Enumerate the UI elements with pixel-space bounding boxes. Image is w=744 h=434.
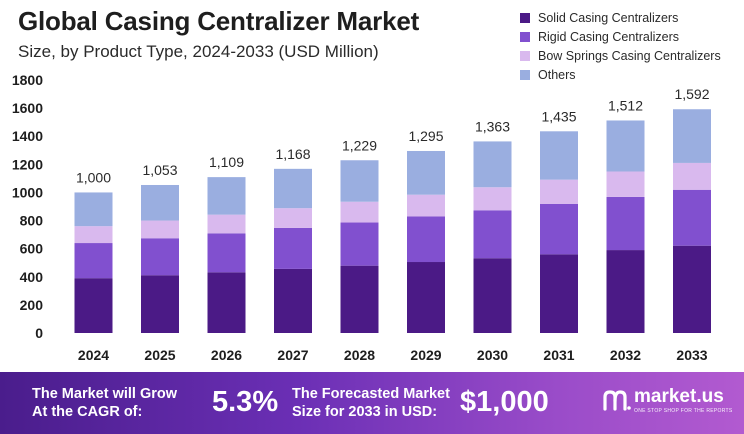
legend-label-solid: Solid Casing Centralizers — [538, 10, 679, 25]
bar-segment — [407, 194, 445, 217]
bar-segment — [340, 265, 379, 333]
cagr-value: 5.3% — [212, 386, 279, 418]
brand-name: market.us — [634, 386, 724, 407]
x-tick-label: 2028 — [344, 347, 375, 363]
cagr-label-line2: At the CAGR of: — [32, 404, 143, 420]
bar-segment — [407, 150, 445, 195]
bar-segment — [141, 275, 179, 333]
x-tick-label: 2033 — [676, 347, 707, 363]
bar-segment — [274, 168, 312, 209]
bar-segment — [207, 214, 246, 234]
bar-segment — [274, 208, 312, 228]
legend: Solid Casing Centralizers Rigid Casing C… — [520, 8, 721, 84]
bar-segment — [673, 245, 711, 333]
bar-segment — [207, 177, 246, 215]
legend-item-others: Others — [520, 65, 721, 84]
bar-segment — [540, 179, 578, 204]
y-tick-label: 1800 — [12, 72, 43, 88]
bar-segment — [473, 141, 512, 188]
bar-total-label: 1,363 — [475, 118, 510, 134]
chart-title: Global Casing Centralizer Market — [18, 6, 420, 36]
bar-segment — [141, 184, 179, 221]
bar-segment — [407, 216, 445, 263]
bar-segment — [473, 210, 512, 259]
forecast-label-line1: The Forecasted Market — [292, 386, 450, 402]
bar-segment — [673, 162, 711, 190]
x-tick-label: 2025 — [144, 347, 175, 363]
x-tick-label: 2032 — [610, 347, 641, 363]
bar-segment — [141, 238, 179, 276]
bar-segment — [74, 192, 113, 227]
cagr-label: The Market will Grow At the CAGR of: — [32, 385, 177, 421]
bar-segment — [340, 160, 379, 202]
bar-segment — [74, 226, 113, 244]
bar-segment — [274, 268, 312, 333]
bar-segment — [673, 109, 711, 163]
x-tick-label: 2031 — [543, 347, 574, 363]
y-tick-label: 1200 — [12, 156, 43, 172]
bar-segment — [274, 227, 312, 269]
legend-swatch-solid — [520, 12, 530, 23]
bar-segment — [673, 189, 711, 246]
y-tick-label: 1000 — [12, 184, 43, 200]
bar-segment — [606, 120, 645, 172]
bar-segment — [540, 131, 578, 180]
y-tick-label: 600 — [20, 241, 44, 257]
bar-total-label: 1,512 — [608, 97, 643, 113]
chart-subtitle: Size, by Product Type, 2024-2033 (USD Mi… — [18, 42, 379, 61]
y-tick-label: 1600 — [12, 100, 43, 116]
y-tick-label: 200 — [20, 297, 44, 313]
stacked-bar-chart: 0 200 400 600 800 1000 1200 1400 1600 1800 1,000 20… — [12, 72, 711, 363]
x-tick-label: 2024 — [78, 347, 109, 363]
bar-segment — [540, 203, 578, 255]
x-tick-label: 2027 — [277, 347, 308, 363]
bar-segment — [340, 222, 379, 266]
forecast-label-line2: Size for 2033 in USD: — [292, 404, 438, 420]
x-tick-label: 2030 — [477, 347, 508, 363]
market-us-logo-icon — [603, 390, 631, 411]
legend-swatch-rigid — [520, 31, 530, 42]
legend-label-bow: Bow Springs Casing Centralizers — [538, 48, 721, 63]
x-tick-label: 2026 — [211, 347, 242, 363]
forecast-value: $1,000 — [460, 386, 549, 418]
legend-label-others: Others — [538, 67, 576, 82]
bar-segment — [473, 258, 512, 333]
legend-item-rigid: Rigid Casing Centralizers — [520, 27, 721, 46]
bar-segment — [407, 262, 445, 333]
brand-tagline: ONE STOP SHOP FOR THE REPORTS — [634, 408, 733, 414]
legend-item-bow: Bow Springs Casing Centralizers — [520, 46, 721, 65]
bar-total-label: 1,229 — [342, 137, 377, 153]
legend-swatch-bow — [520, 50, 530, 61]
footer-banner: The Market will Grow At the CAGR of: 5.3… — [0, 372, 744, 434]
y-tick-label: 1400 — [12, 128, 43, 144]
bar-segment — [540, 254, 578, 333]
bar-segment — [74, 278, 113, 333]
bar-segment — [473, 187, 512, 211]
bar-total-label: 1,053 — [142, 162, 177, 178]
bar-total-label: 1,295 — [408, 128, 443, 144]
bar-segment — [141, 220, 179, 239]
y-tick-label: 800 — [20, 213, 44, 229]
y-tick-label: 0 — [35, 325, 43, 341]
y-tick-label: 400 — [20, 269, 44, 285]
bar-segment — [207, 233, 246, 273]
bar-segment — [74, 243, 113, 279]
bar-segment — [606, 171, 645, 197]
bar-total-label: 1,435 — [541, 108, 576, 124]
bar-total-label: 1,000 — [76, 169, 111, 185]
bar-segment — [606, 196, 645, 251]
bar-segment — [340, 201, 379, 223]
forecast-label: The Forecasted Market Size for 2033 in U… — [292, 385, 450, 421]
bar-total-label: 1,109 — [209, 154, 244, 170]
legend-swatch-others — [520, 69, 530, 80]
bar-total-label: 1,168 — [275, 146, 310, 162]
cagr-label-line1: The Market will Grow — [32, 386, 178, 402]
x-tick-label: 2029 — [410, 347, 441, 363]
legend-item-solid: Solid Casing Centralizers — [520, 8, 721, 27]
bar-segment — [606, 250, 645, 333]
bar-total-label: 1,592 — [674, 86, 709, 102]
legend-label-rigid: Rigid Casing Centralizers — [538, 29, 680, 44]
bar-segment — [207, 272, 246, 333]
